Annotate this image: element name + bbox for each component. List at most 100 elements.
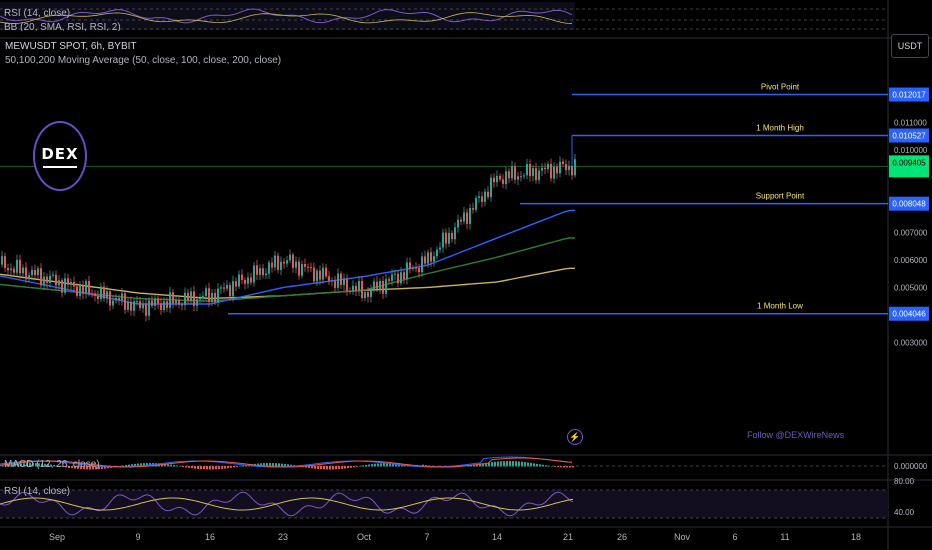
macd-histogram-bar — [20, 463, 22, 467]
top-bb-label[interactable]: BB (20, SMA, RSI, RSI, 2) — [4, 22, 121, 31]
macd-histogram-bar — [383, 463, 385, 467]
macd-histogram-bar — [242, 465, 244, 467]
macd-histogram-bar — [320, 466, 322, 470]
macd-histogram-bar — [338, 466, 340, 470]
macd-histogram-bar — [89, 466, 91, 470]
rsi-band — [0, 490, 888, 518]
macd-histogram-bar — [503, 461, 505, 467]
candle-body — [13, 268, 15, 273]
candle-body — [412, 267, 414, 269]
macd-histogram-bar — [38, 463, 40, 467]
macd-histogram-bar — [506, 461, 508, 467]
candle-body — [256, 265, 258, 275]
macd-histogram-bar — [5, 465, 7, 467]
macd-histogram-bar — [341, 466, 343, 469]
x-tick-label: 23 — [278, 532, 288, 542]
macd-histogram-bar — [470, 465, 472, 467]
macd-histogram-bar — [530, 462, 532, 467]
candle-body — [322, 267, 324, 280]
macd-histogram-bar — [218, 466, 220, 470]
macd-histogram-bar — [389, 463, 391, 467]
candle-body — [85, 281, 87, 294]
candle-body — [553, 166, 555, 179]
top-bb-line — [0, 12, 573, 25]
macd-histogram-bar — [197, 466, 199, 469]
candle-body — [238, 274, 240, 287]
macd-histogram-bar — [314, 466, 316, 469]
candle-body — [226, 285, 228, 289]
candle-body — [568, 165, 570, 171]
rsi-signal-line — [0, 497, 574, 511]
x-tick-label: 7 — [424, 532, 429, 542]
macd-histogram-bar — [164, 463, 166, 467]
candle-body — [292, 254, 294, 268]
candle-body — [115, 298, 117, 301]
macd-histogram-bar — [497, 461, 499, 467]
macd-histogram-bar — [11, 464, 13, 467]
macd-histogram-bar — [191, 466, 193, 469]
candle-body — [334, 280, 336, 288]
candle-body — [556, 166, 558, 174]
rsi-label[interactable]: RSI (14, close) — [4, 486, 71, 497]
macd-histogram-bar — [326, 466, 328, 470]
candle-body — [535, 168, 537, 181]
macd-histogram-bar — [560, 466, 562, 468]
macd-histogram-bar — [311, 466, 313, 469]
macd-histogram-bar — [359, 465, 361, 467]
level-label: 1 Month High — [756, 124, 804, 133]
candle-body — [154, 298, 156, 306]
candle-body — [310, 267, 312, 269]
candle-body — [352, 285, 354, 292]
macd-histogram-bar — [392, 463, 394, 467]
candle-body — [337, 273, 339, 288]
x-tick-label: 11 — [780, 532, 789, 542]
candle-body — [142, 303, 144, 309]
y-tick-label: 0.011000 — [894, 119, 927, 128]
candle-body — [562, 161, 564, 165]
macd-histogram-bar — [542, 464, 544, 467]
macd-histogram-bar — [380, 463, 382, 467]
candle-body — [223, 287, 225, 289]
candle-body — [262, 268, 264, 276]
macd-histogram-bar — [77, 466, 79, 469]
level-price-badge — [889, 87, 929, 102]
macd-histogram-bar — [182, 466, 184, 467]
candle-body — [235, 281, 237, 287]
macd-histogram-bar — [344, 466, 346, 469]
candle-body — [55, 274, 57, 286]
candle-body — [187, 292, 189, 302]
candle-body — [370, 288, 372, 298]
candle-body — [40, 268, 42, 286]
x-tick-label: 18 — [851, 532, 861, 542]
candle-body — [472, 208, 474, 210]
candle-body — [88, 281, 90, 294]
macd-histogram-bar — [209, 466, 211, 470]
macd-histogram-bar — [59, 465, 61, 467]
macd-histogram-bar — [206, 466, 208, 470]
x-tick-label: 14 — [492, 532, 502, 542]
candle-body — [19, 259, 21, 274]
candle-body — [244, 279, 246, 284]
candle-body — [190, 291, 192, 302]
x-tick-label: 26 — [617, 532, 627, 542]
candle-body — [559, 161, 561, 174]
macd-histogram-bar — [260, 463, 262, 467]
y-tick-label: 0.003000 — [894, 339, 928, 348]
macd-histogram-bar — [509, 461, 511, 467]
candle-body — [325, 267, 327, 277]
candle-body — [175, 300, 177, 304]
candle-body — [349, 290, 351, 292]
macd-histogram-bar — [47, 464, 49, 467]
macd-histogram-bar — [221, 466, 223, 469]
currency-button[interactable]: USDT — [891, 34, 929, 58]
candle-body — [220, 287, 222, 289]
macd-label[interactable]: MACD (12, 26, close) — [4, 459, 100, 470]
candle-body — [121, 293, 123, 301]
candle-body — [289, 254, 291, 261]
candle-body — [445, 232, 447, 244]
macd-histogram-bar — [548, 465, 550, 467]
macd-histogram-bar — [332, 466, 334, 470]
top-rsi-label[interactable]: RSI (14, close) — [4, 8, 71, 19]
lightning-icon[interactable]: ⚡ — [567, 429, 583, 445]
